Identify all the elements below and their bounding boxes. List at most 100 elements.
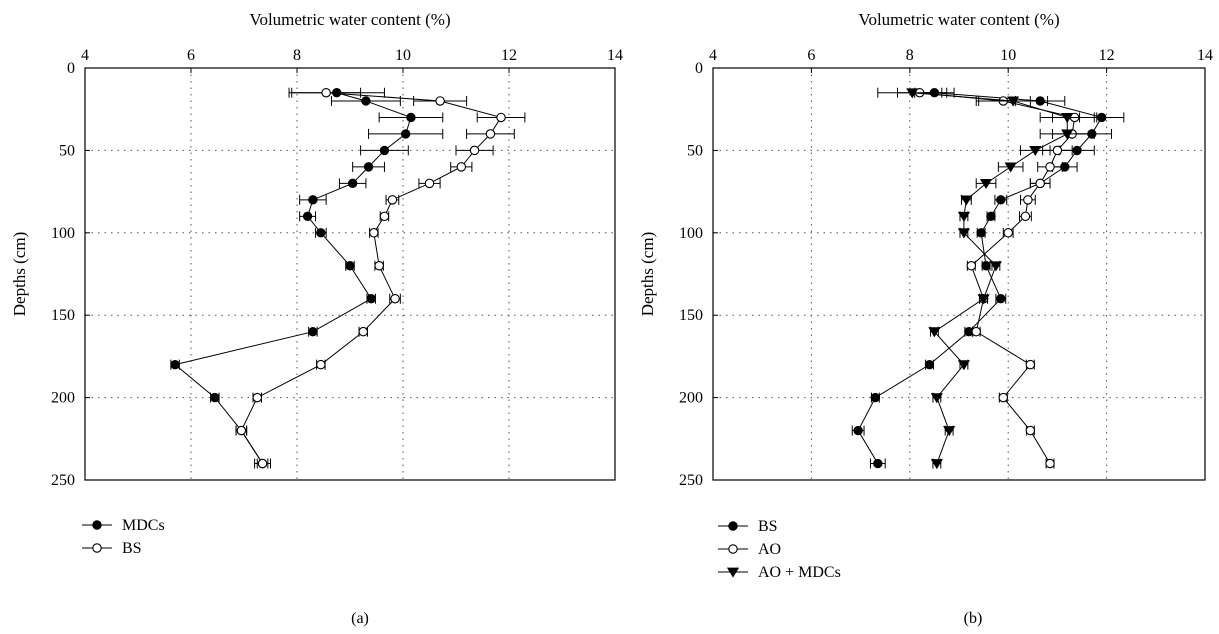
y-tick-label: 250 bbox=[51, 472, 75, 489]
data-point bbox=[853, 425, 863, 436]
data-point bbox=[363, 162, 374, 172]
data-point bbox=[345, 261, 355, 271]
data-point bbox=[1020, 211, 1031, 222]
data-point bbox=[252, 392, 263, 403]
data-point bbox=[976, 228, 986, 238]
data-point bbox=[390, 293, 400, 304]
data-point bbox=[1029, 146, 1042, 157]
data-point bbox=[347, 178, 358, 189]
data-point bbox=[870, 392, 881, 403]
data-point bbox=[1007, 96, 1020, 107]
data-point bbox=[1025, 425, 1036, 436]
chart-panel-b: 4 6 8 10 12 14 0 50 100 150 200 250 Volumetric water… bbox=[638, 10, 1213, 627]
data-point bbox=[924, 359, 935, 370]
legend-marker bbox=[92, 520, 102, 530]
plot-frame bbox=[712, 67, 1206, 481]
y-axis-title: Depths (cm) bbox=[638, 232, 657, 317]
panel-label: (b) bbox=[964, 610, 983, 627]
data-point bbox=[361, 96, 371, 106]
x-tick-label: 14 bbox=[607, 47, 623, 64]
data-point bbox=[928, 327, 941, 338]
data-point bbox=[1023, 195, 1033, 205]
data-point bbox=[316, 228, 326, 238]
legend-label: MDCs bbox=[122, 517, 165, 534]
y-tick-label: 50 bbox=[59, 142, 75, 159]
data-point bbox=[379, 211, 390, 222]
y-tick-label: 250 bbox=[679, 472, 703, 489]
x-tick-label: 10 bbox=[395, 47, 411, 64]
data-point bbox=[400, 129, 411, 139]
panel-label: (a) bbox=[351, 610, 369, 627]
data-point bbox=[1072, 145, 1082, 156]
data-point bbox=[387, 195, 398, 205]
data-point bbox=[257, 458, 268, 469]
data-point bbox=[308, 326, 318, 337]
series-mdcs bbox=[170, 87, 444, 469]
data-point bbox=[1045, 458, 1055, 469]
data-point bbox=[366, 294, 376, 304]
x-tick-label: 12 bbox=[1099, 47, 1115, 64]
data-point bbox=[210, 392, 220, 403]
legend-entry: BS bbox=[718, 518, 778, 535]
plot-frame bbox=[84, 67, 616, 481]
data-point bbox=[379, 145, 390, 156]
y-tick-label: 100 bbox=[51, 225, 75, 242]
data-point bbox=[308, 195, 318, 205]
data-point bbox=[358, 326, 368, 337]
y-tick-label: 100 bbox=[679, 225, 703, 242]
data-point bbox=[374, 261, 384, 271]
series-bs bbox=[235, 87, 526, 469]
data-point bbox=[996, 294, 1006, 304]
data-point bbox=[873, 458, 883, 469]
data-point bbox=[1096, 112, 1107, 123]
legend-entry: MDCs bbox=[82, 517, 165, 534]
data-point bbox=[957, 228, 971, 239]
x-tick-label: 4 bbox=[709, 47, 717, 64]
data-point bbox=[1003, 228, 1013, 238]
x-tick-label: 4 bbox=[81, 47, 89, 64]
y-tick-label: 150 bbox=[679, 307, 703, 324]
x-tick-label: 14 bbox=[1197, 47, 1213, 64]
data-point bbox=[981, 261, 991, 271]
data-point bbox=[957, 360, 971, 371]
series-ao-mdcs bbox=[877, 87, 1095, 470]
series-ao bbox=[897, 87, 1098, 469]
series-bs bbox=[851, 87, 1125, 469]
legend-label: AO + MDCs bbox=[758, 564, 841, 581]
data-point bbox=[996, 195, 1006, 205]
data-point bbox=[469, 145, 480, 156]
data-point bbox=[930, 393, 943, 404]
data-point bbox=[906, 88, 919, 99]
data-point bbox=[1004, 162, 1017, 173]
data-point bbox=[1052, 145, 1063, 156]
chart-panel-a: 4 6 8 10 12 14 0 50 100 150 200 250 Volumetric water… bbox=[10, 10, 623, 627]
data-point bbox=[979, 178, 993, 190]
data-point bbox=[302, 211, 313, 222]
y-tick-label: 150 bbox=[51, 307, 75, 324]
data-point bbox=[989, 261, 1002, 272]
data-point bbox=[1025, 359, 1036, 370]
y-tick-label: 200 bbox=[679, 390, 703, 407]
data-point bbox=[1061, 113, 1074, 124]
legend-marker bbox=[728, 521, 738, 531]
legend-label: BS bbox=[758, 518, 778, 535]
data-point bbox=[960, 195, 973, 206]
data-point bbox=[369, 228, 379, 238]
x-tick-label: 6 bbox=[807, 47, 815, 64]
data-point bbox=[930, 459, 943, 470]
data-point bbox=[236, 425, 247, 436]
x-tick-label: 8 bbox=[293, 47, 301, 64]
data-point bbox=[316, 359, 326, 370]
series-line bbox=[857, 92, 1103, 464]
series-line bbox=[912, 92, 1068, 464]
data-point bbox=[977, 294, 990, 305]
data-point bbox=[943, 426, 956, 437]
series-line bbox=[174, 92, 412, 464]
legend-entry: AO + MDCs bbox=[718, 564, 841, 581]
x-axis-title: Volumetric water content (%) bbox=[858, 10, 1059, 29]
data-point bbox=[966, 261, 977, 271]
y-axis-title: Depths (cm) bbox=[10, 232, 29, 317]
data-point bbox=[1045, 162, 1055, 172]
series-line bbox=[240, 92, 502, 464]
